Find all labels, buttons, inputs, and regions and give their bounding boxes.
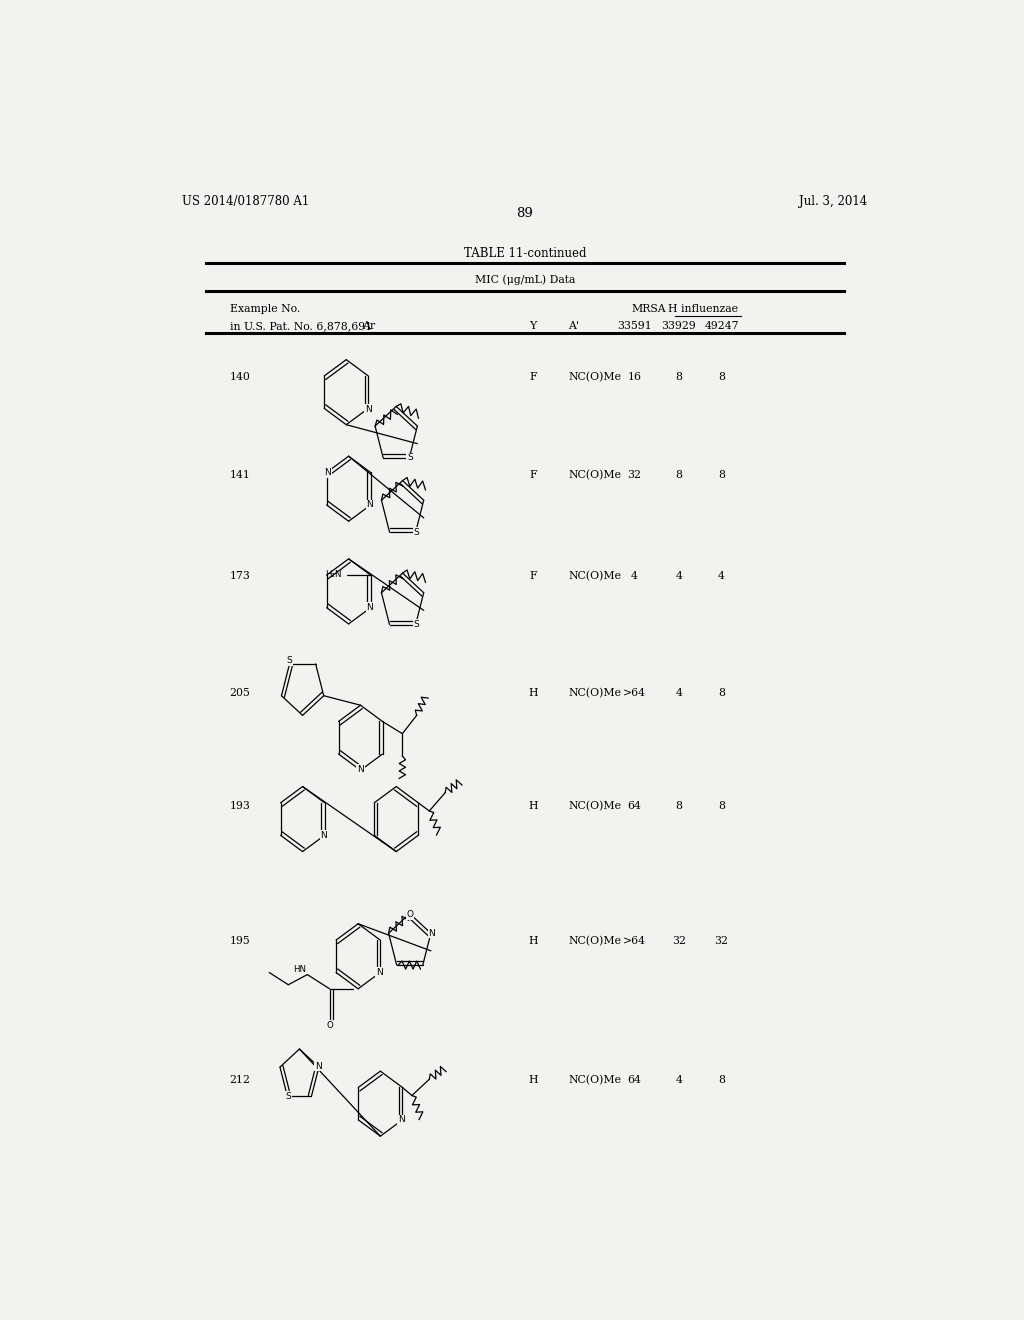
Text: S: S [286,1092,291,1101]
Text: Y: Y [529,321,537,331]
Text: N: N [376,968,383,977]
Text: 8: 8 [718,1076,725,1085]
Text: N: N [367,603,373,612]
Text: N: N [324,469,331,477]
Text: N: N [357,764,364,774]
Text: NC(O)Me: NC(O)Me [568,688,622,698]
Text: H: H [528,688,538,698]
Text: 8: 8 [718,801,725,810]
Text: 141: 141 [229,470,251,480]
Text: N: N [365,405,372,414]
Text: 173: 173 [229,572,251,581]
Text: 49247: 49247 [705,321,739,331]
Text: 8: 8 [675,372,682,383]
Text: H: H [528,1076,538,1085]
Text: H influenzae: H influenzae [668,304,737,314]
Text: S: S [408,453,413,462]
Text: F: F [529,470,537,480]
Text: S: S [414,620,419,630]
Text: O: O [407,909,414,919]
Text: N: N [398,1115,404,1125]
Text: US 2014/0187780 A1: US 2014/0187780 A1 [182,195,309,209]
Text: 193: 193 [229,801,251,810]
Text: NC(O)Me: NC(O)Me [568,372,622,383]
Text: MRSA: MRSA [631,304,666,314]
Text: 16: 16 [628,372,641,383]
Text: 4: 4 [675,572,682,581]
Text: 212: 212 [229,1076,251,1085]
Text: 8: 8 [718,688,725,698]
Text: 32: 32 [672,936,686,946]
Text: 8: 8 [675,801,682,810]
Text: NC(O)Me: NC(O)Me [568,801,622,810]
Text: H₂N: H₂N [326,570,342,578]
Text: MIC (μg/mL) Data: MIC (μg/mL) Data [474,275,575,285]
Text: N: N [367,500,373,510]
Text: 32: 32 [715,936,729,946]
Text: Jul. 3, 2014: Jul. 3, 2014 [800,195,867,209]
Text: 195: 195 [229,936,250,946]
Text: 140: 140 [229,372,251,383]
Text: HN: HN [293,965,306,974]
Text: TABLE 11-continued: TABLE 11-continued [464,247,586,260]
Text: H: H [528,801,538,810]
Text: N: N [428,929,435,937]
Text: 4: 4 [631,572,638,581]
Text: F: F [529,572,537,581]
Text: NC(O)Me: NC(O)Me [568,470,622,480]
Text: 33591: 33591 [616,321,651,331]
Text: N: N [314,1061,322,1071]
Text: 64: 64 [628,801,641,810]
Text: S: S [287,656,293,665]
Text: F: F [529,372,537,383]
Text: O: O [327,1022,333,1031]
Text: in U.S. Pat. No. 6,878,691: in U.S. Pat. No. 6,878,691 [229,321,372,331]
Text: Ar: Ar [362,321,375,331]
Text: NC(O)Me: NC(O)Me [568,936,622,946]
Text: 8: 8 [675,470,682,480]
Text: 4: 4 [675,688,682,698]
Text: S: S [414,528,419,537]
Text: 8: 8 [718,372,725,383]
Text: 89: 89 [516,207,534,220]
Text: NC(O)Me: NC(O)Me [568,1076,622,1085]
Text: N: N [321,830,327,840]
Text: 64: 64 [628,1076,641,1085]
Text: 8: 8 [718,470,725,480]
Text: >64: >64 [623,688,646,698]
Text: 4: 4 [718,572,725,581]
Text: A': A' [568,321,580,331]
Text: 33929: 33929 [662,321,696,331]
Text: Example No.: Example No. [229,304,300,314]
Text: 32: 32 [628,470,641,480]
Text: >64: >64 [623,936,646,946]
Text: NC(O)Me: NC(O)Me [568,572,622,581]
Text: 205: 205 [229,688,251,698]
Text: H: H [528,936,538,946]
Text: 4: 4 [675,1076,682,1085]
